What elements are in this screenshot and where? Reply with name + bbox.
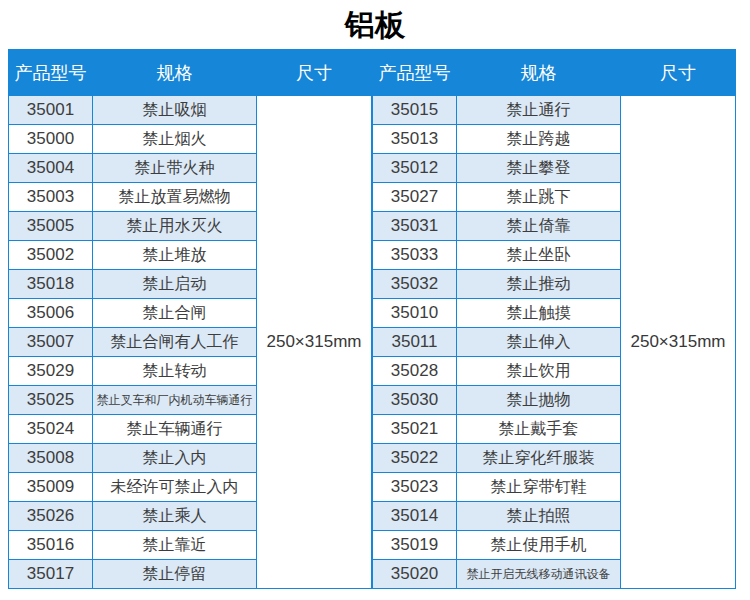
model-cell: 35000 [9, 125, 93, 154]
spec-cell: 禁止戴手套 [457, 415, 621, 444]
model-cell: 35006 [9, 299, 93, 328]
column-header-model: 产品型号 [9, 50, 93, 96]
model-cell: 35026 [9, 502, 93, 531]
model-cell: 35016 [9, 531, 93, 560]
spec-cell: 禁止使用手机 [457, 531, 621, 560]
spec-cell: 禁止用水灭火 [93, 212, 257, 241]
spec-cell: 禁止穿化纤服装 [457, 444, 621, 473]
model-cell: 35019 [373, 531, 457, 560]
spec-cell: 禁止堆放 [93, 241, 257, 270]
model-cell: 35003 [9, 183, 93, 212]
model-cell: 35025 [9, 386, 93, 415]
model-cell: 35017 [9, 560, 93, 589]
column-header-spec: 规格 [93, 50, 257, 96]
spec-cell: 禁止触摸 [457, 299, 621, 328]
spec-cell: 禁止叉车和厂内机动车辆通行 [93, 386, 257, 415]
spec-cell: 禁止放置易燃物 [93, 183, 257, 212]
column-header-size: 尺寸 [257, 50, 372, 96]
column-header-spec: 规格 [457, 50, 621, 96]
model-cell: 35001 [9, 96, 93, 125]
model-cell: 35029 [9, 357, 93, 386]
model-cell: 35021 [373, 415, 457, 444]
model-cell: 35033 [373, 241, 457, 270]
spec-cell: 禁止车辆通行 [93, 415, 257, 444]
spec-cell: 禁止伸入 [457, 328, 621, 357]
model-cell: 35012 [373, 154, 457, 183]
model-cell: 35018 [9, 270, 93, 299]
model-cell: 35022 [373, 444, 457, 473]
spec-cell: 禁止烟火 [93, 125, 257, 154]
spec-cell: 禁止乘人 [93, 502, 257, 531]
spec-cell: 禁止攀登 [457, 154, 621, 183]
model-cell: 35031 [373, 212, 457, 241]
spec-cell: 禁止合闸有人工作 [93, 328, 257, 357]
model-cell: 35007 [9, 328, 93, 357]
spec-cell: 禁止跨越 [457, 125, 621, 154]
page-title: 铝板 [0, 0, 750, 49]
spec-cell: 禁止通行 [457, 96, 621, 125]
model-cell: 35027 [373, 183, 457, 212]
spec-cell: 禁止开启无线移动通讯设备 [457, 560, 621, 589]
model-cell: 35009 [9, 473, 93, 502]
column-header-model: 产品型号 [373, 50, 457, 96]
model-cell: 35014 [373, 502, 457, 531]
model-cell: 35024 [9, 415, 93, 444]
tables-container: 产品型号 规格 尺寸 35001禁止吸烟250×315mm35000禁止烟火35… [0, 49, 750, 589]
model-cell: 35005 [9, 212, 93, 241]
column-header-size: 尺寸 [621, 50, 736, 96]
size-cell: 250×315mm [257, 96, 372, 589]
spec-cell: 禁止拍照 [457, 502, 621, 531]
model-cell: 35011 [373, 328, 457, 357]
spec-cell: 禁止入内 [93, 444, 257, 473]
model-cell: 35015 [373, 96, 457, 125]
spec-cell: 禁止带火种 [93, 154, 257, 183]
spec-cell: 禁止合闸 [93, 299, 257, 328]
table-row: 35001禁止吸烟250×315mm [9, 96, 372, 125]
model-cell: 35023 [373, 473, 457, 502]
spec-cell: 禁止跳下 [457, 183, 621, 212]
model-cell: 35030 [373, 386, 457, 415]
model-cell: 35010 [373, 299, 457, 328]
product-table-right: 产品型号 规格 尺寸 35015禁止通行250×315mm35013禁止跨越35… [372, 49, 736, 589]
spec-cell: 禁止饮用 [457, 357, 621, 386]
size-cell: 250×315mm [621, 96, 736, 589]
model-cell: 35004 [9, 154, 93, 183]
spec-cell: 禁止吸烟 [93, 96, 257, 125]
model-cell: 35020 [373, 560, 457, 589]
model-cell: 35002 [9, 241, 93, 270]
product-table-left: 产品型号 规格 尺寸 35001禁止吸烟250×315mm35000禁止烟火35… [8, 49, 372, 589]
spec-cell: 禁止穿带钉鞋 [457, 473, 621, 502]
spec-cell: 禁止转动 [93, 357, 257, 386]
spec-cell: 禁止启动 [93, 270, 257, 299]
spec-cell: 禁止抛物 [457, 386, 621, 415]
header-row: 产品型号 规格 尺寸 [373, 50, 736, 96]
model-cell: 35032 [373, 270, 457, 299]
table-row: 35015禁止通行250×315mm [373, 96, 736, 125]
model-cell: 35028 [373, 357, 457, 386]
model-cell: 35013 [373, 125, 457, 154]
spec-cell: 禁止推动 [457, 270, 621, 299]
spec-cell: 未经许可禁止入内 [93, 473, 257, 502]
model-cell: 35008 [9, 444, 93, 473]
spec-cell: 禁止倚靠 [457, 212, 621, 241]
spec-cell: 禁止靠近 [93, 531, 257, 560]
spec-cell: 禁止坐卧 [457, 241, 621, 270]
spec-cell: 禁止停留 [93, 560, 257, 589]
header-row: 产品型号 规格 尺寸 [9, 50, 372, 96]
